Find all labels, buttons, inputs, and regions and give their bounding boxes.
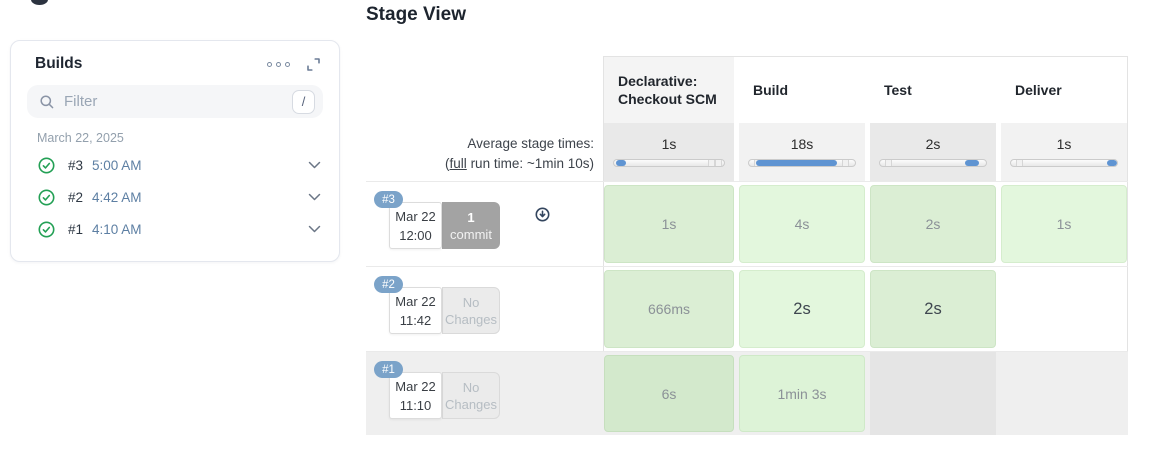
stage-cell[interactable]: 666ms [604,270,734,348]
column-header: Build [739,57,865,123]
average-cell: 18s [739,123,865,181]
stage-cells: 1s 4s 2s 1s [604,182,1127,266]
build-number-badge: #2 [374,276,403,293]
build-list-item-1[interactable]: #1 4:10 AM [11,213,339,245]
build-info: #1 Mar 22 11:10 No Changes [366,352,604,435]
stage-time-bar [748,159,856,167]
stage-cell[interactable]: 4s [739,185,865,263]
stage-table: Declarative: Checkout SCM Build Test Del… [366,56,1128,435]
build-list-item-2[interactable]: #2 4:42 AM [11,181,339,213]
stage-cell[interactable]: 1s [1001,185,1127,263]
stage-time-bar [613,159,725,167]
average-cell: 1s [1001,123,1127,181]
stage-cells: 666ms 2s 2s [604,267,1127,351]
average-cell: 2s [870,123,996,181]
build-time: 5:00 AM [92,157,142,173]
build-time: 4:10 AM [92,221,142,237]
success-check-icon [38,157,55,174]
build-date-box[interactable]: Mar 22 11:42 [389,287,442,334]
build-date-box[interactable]: Mar 22 12:00 [389,202,442,249]
build-row-2: #2 Mar 22 11:42 No Changes 666ms 2s 2s [366,266,1128,351]
filter-input[interactable]: / [27,85,323,118]
build-number: #3 [68,157,84,173]
stage-time-bar [1010,159,1118,167]
average-stage-times-row: 1s 18s 2s 1s [604,123,1127,181]
chevron-down-icon[interactable] [308,161,321,170]
download-artifacts-icon[interactable] [535,207,550,222]
build-number: #2 [68,189,84,205]
build-row-3: #3 Mar 22 12:00 1 commit 1s 4s 2s 1s [366,181,1128,266]
builds-title: Builds [35,55,83,72]
builds-panel: Builds / March 22, 2025 [10,40,340,262]
stage-cell[interactable]: 6s [604,355,734,432]
average-times-label: Average stage times: (full run time: ~1m… [445,136,594,171]
success-check-icon [38,189,55,206]
build-info: #2 Mar 22 11:42 No Changes [366,267,604,351]
build-date-box[interactable]: Mar 22 11:10 [389,372,442,419]
changes-box[interactable]: 1 commit [442,202,500,249]
stage-cells: 6s 1min 3s [604,352,1127,435]
full-run-link[interactable]: full [449,156,467,171]
build-info: #3 Mar 22 12:00 1 commit [366,182,604,266]
average-cell: 1s [604,123,734,181]
build-row-1: #1 Mar 22 11:10 No Changes 6s 1min 3s [366,351,1128,435]
stage-cell[interactable]: 1s [604,185,734,263]
stage-cell-empty [870,352,996,435]
stage-column-headers: Declarative: Checkout SCM Build Test Del… [604,57,1127,123]
stage-cell-empty [1001,270,1127,348]
more-options-icon[interactable] [267,61,290,67]
stage-time-bar [879,159,987,167]
changes-box[interactable]: No Changes [442,372,500,419]
expand-icon[interactable] [306,57,321,72]
build-number-badge: #3 [374,191,403,208]
success-check-icon [38,221,55,238]
cropped-header-logo [31,0,48,5]
column-header: Test [870,57,996,123]
stage-cell[interactable]: 2s [739,270,865,348]
stage-cell[interactable]: 2s [870,185,996,263]
build-number: #1 [68,221,84,237]
changes-box[interactable]: No Changes [442,287,500,334]
build-time: 4:42 AM [92,189,142,205]
search-icon [39,94,55,110]
builds-panel-header: Builds [11,41,339,83]
stage-cell-empty [1001,352,1127,435]
keyboard-shortcut-badge: / [292,89,315,114]
build-number-badge: #1 [374,361,403,378]
build-list-item-3[interactable]: #3 5:00 AM [11,149,339,181]
stage-cell[interactable]: 1min 3s [739,355,865,432]
column-header: Declarative: Checkout SCM [604,57,734,123]
stage-cell[interactable]: 2s [870,270,996,348]
filter-text-field[interactable] [55,93,292,110]
build-date-group: March 22, 2025 [37,131,124,145]
chevron-down-icon[interactable] [308,225,321,234]
chevron-down-icon[interactable] [308,193,321,202]
column-header: Deliver [1001,57,1127,123]
page-title: Stage View [366,4,466,25]
